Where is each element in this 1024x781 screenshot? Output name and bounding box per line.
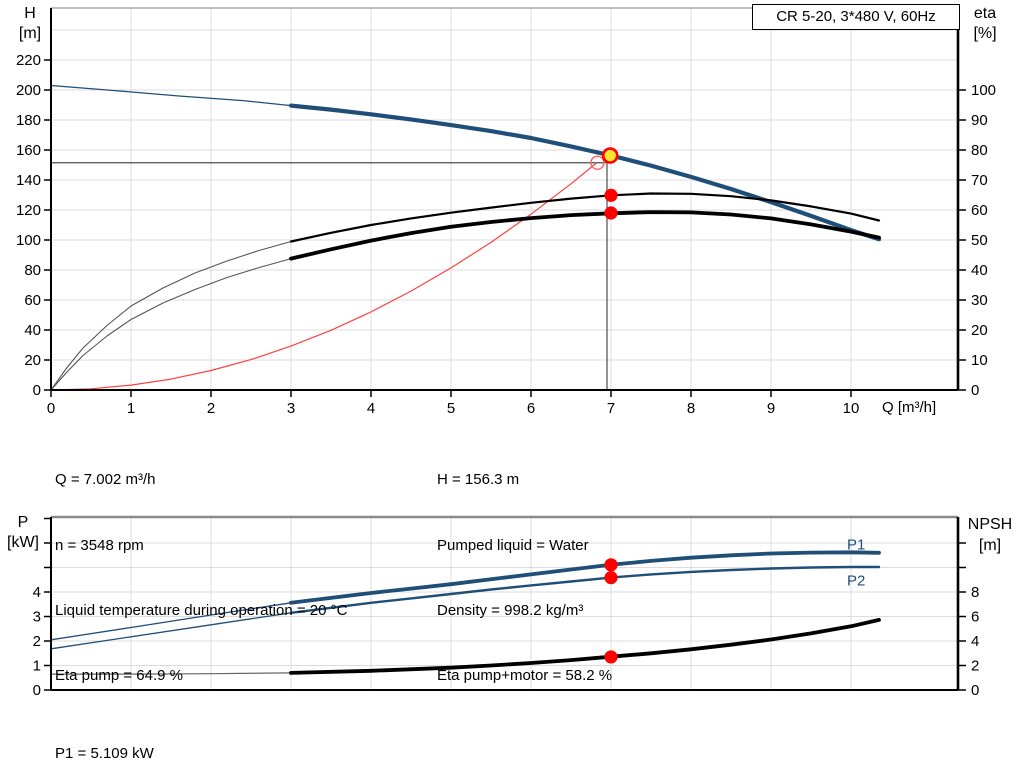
info-p1: P1 = 5.109 kW — [55, 745, 154, 763]
x-tick-label: 4 — [367, 400, 375, 417]
eta-pump-motor — [289, 210, 881, 261]
left-tick-label: 4 — [33, 584, 41, 601]
right-tick-label: 6 — [971, 609, 979, 626]
left-tick-label: 100 — [16, 232, 41, 249]
left-tick-label: 0 — [33, 682, 41, 699]
eta-pump-motor-point — [604, 206, 618, 220]
info-liquid-temp: Liquid temperature during operation = 20… — [55, 601, 348, 619]
head-curve — [288, 103, 882, 242]
right-tick-label: 40 — [971, 262, 988, 279]
x-tick-label: 3 — [287, 400, 295, 417]
info-n: n = 3548 rpm — [55, 536, 144, 554]
left-tick-label: 200 — [16, 82, 41, 99]
curve-end-label: P1 — [847, 537, 865, 554]
h-axis-title: H — [24, 5, 36, 22]
h-axis-unit: [m] — [18, 25, 42, 42]
right-tick-label: 2 — [971, 658, 979, 675]
duty-info-left: Q = 7.002 m³/h n = 3548 rpm Liquid tempe… — [55, 426, 347, 730]
left-tick-label: 3 — [33, 609, 41, 626]
power-info: P1 = 5.109 kW P2 = 4.586 kW NPSH = 2.84 … — [55, 700, 160, 781]
x-tick-label: 2 — [207, 400, 215, 417]
left-tick-label: 160 — [16, 142, 41, 159]
p-axis-title: P — [17, 514, 29, 531]
right-tick-label: 60 — [971, 202, 988, 219]
eta-pump-motor-extrapolated — [50, 258, 292, 391]
q-axis-title: Q [m³/h] — [882, 399, 937, 416]
right-tick-label: 10 — [971, 352, 988, 369]
left-tick-label: 20 — [24, 352, 41, 369]
left-tick-label: 1 — [33, 658, 41, 675]
right-tick-label: 20 — [971, 322, 988, 339]
left-tick-label: 60 — [24, 292, 41, 309]
x-tick-label: 5 — [447, 400, 455, 417]
eta-axis-unit: [%] — [973, 25, 997, 42]
operating-point — [601, 147, 619, 164]
left-tick-label: 0 — [33, 382, 41, 399]
right-tick-label: 100 — [971, 82, 996, 99]
left-tick-label: 40 — [24, 322, 41, 339]
left-tick-label: 80 — [24, 262, 41, 279]
p2-point — [604, 571, 618, 585]
info-pumped-liquid: Pumped liquid = Water — [437, 536, 589, 554]
p1-point — [604, 558, 618, 572]
p1-curve-extrapolated — [50, 602, 292, 641]
npsh-point — [604, 650, 618, 664]
curve-end-label: P2 — [847, 572, 865, 589]
left-tick-label: 180 — [16, 112, 41, 129]
system-curve — [50, 162, 598, 391]
x-tick-label: 7 — [607, 400, 615, 417]
npsh-curve-extrapolated — [50, 672, 292, 675]
eta-pump-point — [604, 188, 618, 202]
x-tick-label: 9 — [767, 400, 775, 417]
eta-pump-extrapolated — [50, 240, 292, 391]
right-tick-label: 8 — [971, 584, 979, 601]
left-tick-label: 220 — [16, 52, 41, 69]
system-intersection-point — [590, 155, 605, 170]
info-density: Density = 998.2 kg/m³ — [437, 601, 584, 619]
npsh-curve — [289, 618, 881, 675]
chart-title-box: CR 5-20, 3*480 V, 60Hz — [752, 4, 960, 30]
x-tick-label: 10 — [843, 400, 860, 417]
right-tick-label: 0 — [971, 382, 979, 399]
p2-curve-extrapolated — [50, 612, 292, 650]
x-tick-label: 6 — [527, 400, 535, 417]
npsh-axis-title: NPSH — [967, 516, 1013, 533]
info-eta-pump: Eta pump = 64.9 % — [55, 666, 183, 684]
right-tick-label: 80 — [971, 142, 988, 159]
x-tick-label: 8 — [687, 400, 695, 417]
npsh-axis-unit: [m] — [978, 537, 1002, 554]
eta-pump — [289, 192, 881, 243]
info-eta-pump-motor: Eta pump+motor = 58.2 % — [437, 666, 613, 684]
eta-axis-title: eta — [973, 5, 997, 22]
left-tick-label: 140 — [16, 172, 41, 189]
right-tick-label: 90 — [971, 112, 988, 129]
right-tick-label: 70 — [971, 172, 988, 189]
x-tick-label: 1 — [127, 400, 135, 417]
x-tick-label: 0 — [47, 400, 55, 417]
right-tick-label: 30 — [971, 292, 988, 309]
right-tick-label: 0 — [971, 682, 979, 699]
right-tick-label: 50 — [971, 232, 988, 249]
left-tick-label: 120 — [16, 202, 41, 219]
left-tick-label: 2 — [33, 633, 41, 650]
head-curve-extrapolated — [50, 84, 292, 107]
p-axis-unit: [kW] — [7, 534, 39, 551]
info-h: H = 156.3 m — [437, 471, 520, 489]
duty-info-right: H = 156.3 m Pumped liquid = Water Densit… — [437, 426, 612, 730]
info-q: Q = 7.002 m³/h — [55, 471, 156, 489]
right-tick-label: 4 — [971, 633, 979, 650]
